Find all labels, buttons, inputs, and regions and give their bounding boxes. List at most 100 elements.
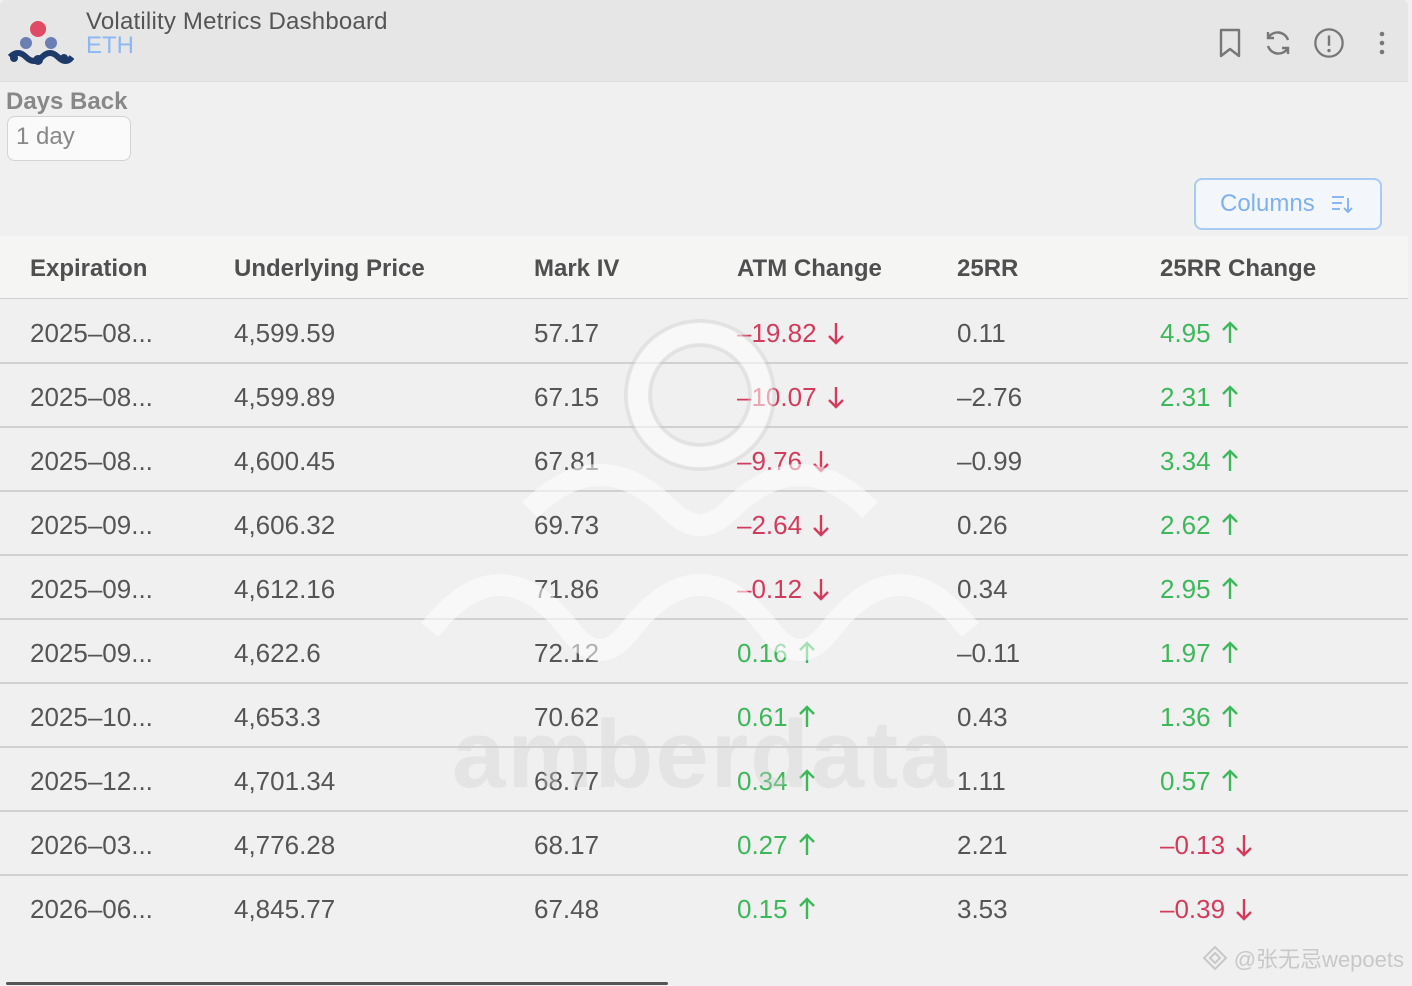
cell-expiration: 2025–08... [30, 382, 153, 412]
cell-expiration: 2025–08... [30, 318, 153, 348]
arrow-down-icon [1225, 830, 1253, 860]
atm-change-value: –2.64 [737, 510, 803, 540]
cell-atm-change: 0.16 [737, 638, 816, 669]
bookmark-icon[interactable] [1214, 26, 1246, 60]
cell-25rr-change: 0.57 [1160, 766, 1239, 797]
cell-25rr-change: 1.97 [1160, 638, 1239, 669]
cell-25rr-change: 2.31 [1160, 382, 1239, 413]
column-header-mark-iv[interactable]: Mark IV [534, 255, 620, 282]
cell-25rr-change: 2.62 [1160, 510, 1239, 541]
arrow-up-icon [788, 894, 816, 924]
atm-change-value: –19.82 [737, 318, 817, 348]
cell-expiration: 2025–08... [30, 446, 153, 476]
refresh-icon[interactable] [1262, 26, 1294, 60]
column-header-25rr[interactable]: 25RR [957, 255, 1019, 282]
table-row[interactable]: 2025–10... 4,653.3 70.62 0.61 0.43 1.36 [0, 684, 1408, 748]
cell-25rr-change: 4.95 [1160, 318, 1239, 349]
table-row[interactable]: 2025–08... 4,599.59 57.17 –19.82 0.11 4.95 [0, 300, 1408, 364]
horizontal-scrollbar[interactable] [6, 982, 668, 985]
cell-underlying-price: 4,600.45 [234, 446, 336, 476]
25rr-change-value: 3.34 [1160, 446, 1211, 476]
table-row[interactable]: 2025–09... 4,612.16 71.86 –0.12 0.34 2.95 [0, 556, 1408, 620]
25rr-change-value: –0.13 [1160, 830, 1226, 860]
arrow-up-icon [1211, 638, 1239, 668]
cell-underlying-price: 4,845.77 [234, 894, 336, 924]
cell-underlying-price: 4,653.3 [234, 702, 321, 732]
atm-change-value: 0.34 [737, 766, 788, 796]
arrow-up-icon [1211, 510, 1239, 540]
info-icon[interactable] [1313, 26, 1345, 60]
column-header-atm-change[interactable]: ATM Change [737, 255, 882, 282]
table-header: Expiration Underlying Price Mark IV ATM … [0, 236, 1408, 299]
days-back-select[interactable]: 1 day [7, 116, 131, 161]
atm-change-value: 0.16 [737, 638, 788, 668]
cell-expiration: 2025–12... [30, 766, 153, 796]
table-row[interactable]: 2026–06... 4,845.77 67.48 0.15 3.53 –0.39 [0, 876, 1408, 940]
cell-expiration: 2025–10... [30, 702, 153, 732]
atm-change-value: –0.12 [737, 574, 803, 604]
more-icon[interactable] [1366, 26, 1398, 60]
cell-atm-change: –9.76 [737, 446, 830, 477]
app-header: Volatility Metrics Dashboard ETH [0, 0, 1408, 82]
cell-expiration: 2025–09... [30, 638, 153, 668]
cell-25rr-change: –0.13 [1160, 830, 1253, 861]
cell-mark-iv: 67.15 [534, 382, 600, 412]
cell-25rr: –0.99 [957, 446, 1023, 476]
table-row[interactable]: 2025–08... 4,600.45 67.81 –9.76 –0.99 3.34 [0, 428, 1408, 492]
cell-25rr: 0.11 [957, 318, 1006, 348]
table-row[interactable]: 2026–03... 4,776.28 68.17 0.27 2.21 –0.13 [0, 812, 1408, 876]
cell-underlying-price: 4,599.59 [234, 318, 336, 348]
cell-underlying-price: 4,701.34 [234, 766, 336, 796]
cell-mark-iv: 71.86 [534, 574, 600, 604]
25rr-change-value: –0.39 [1160, 894, 1226, 924]
cell-mark-iv: 72.12 [534, 638, 600, 668]
table-row[interactable]: 2025–12... 4,701.34 68.77 0.34 1.11 0.57 [0, 748, 1408, 812]
cell-underlying-price: 4,622.6 [234, 638, 321, 668]
atm-change-value: –10.07 [737, 382, 817, 412]
cell-atm-change: 0.15 [737, 894, 816, 925]
arrow-down-icon [802, 510, 830, 540]
footer-watermark-text: @张无忌wepoets [1233, 947, 1404, 972]
atm-change-value: 0.15 [737, 894, 788, 924]
arrow-up-icon [1211, 318, 1239, 348]
cell-25rr: –2.76 [957, 382, 1023, 412]
25rr-change-value: 1.97 [1160, 638, 1211, 668]
atm-change-value: 0.27 [737, 830, 788, 860]
cell-expiration: 2025–09... [30, 510, 153, 540]
cell-expiration: 2025–09... [30, 574, 153, 604]
25rr-change-value: 4.95 [1160, 318, 1211, 348]
cell-mark-iv: 68.17 [534, 830, 600, 860]
arrow-down-icon [802, 574, 830, 604]
arrow-up-icon [1211, 382, 1239, 412]
columns-button[interactable]: Columns [1194, 178, 1382, 230]
25rr-change-value: 2.95 [1160, 574, 1211, 604]
arrow-down-icon [802, 446, 830, 476]
atm-change-value: –9.76 [737, 446, 803, 476]
column-header-25rr-change[interactable]: 25RR Change [1160, 255, 1317, 282]
footer-watermark: @张无忌wepoets [1202, 942, 1404, 974]
cell-25rr: 0.34 [957, 574, 1008, 604]
column-header-underlying-price[interactable]: Underlying Price [234, 255, 425, 282]
cell-underlying-price: 4,776.28 [234, 830, 336, 860]
arrow-up-icon [788, 638, 816, 668]
table-row[interactable]: 2025–09... 4,622.6 72.12 0.16 –0.11 1.97 [0, 620, 1408, 684]
cell-underlying-price: 4,599.89 [234, 382, 336, 412]
25rr-change-value: 2.62 [1160, 510, 1211, 540]
columns-button-label: Columns [1220, 190, 1315, 217]
column-sort-icon [1331, 196, 1353, 214]
25rr-change-value: 1.36 [1160, 702, 1211, 732]
cell-mark-iv: 67.48 [534, 894, 600, 924]
days-back-label: Days Back [6, 88, 128, 115]
column-header-expiration[interactable]: Expiration [30, 255, 148, 282]
table-row[interactable]: 2025–09... 4,606.32 69.73 –2.64 0.26 2.62 [0, 492, 1408, 556]
cell-25rr-change: 2.95 [1160, 574, 1239, 605]
cell-mark-iv: 68.77 [534, 766, 600, 796]
cell-underlying-price: 4,612.16 [234, 574, 336, 604]
25rr-change-value: 0.57 [1160, 766, 1211, 796]
arrow-up-icon [1211, 766, 1239, 796]
diamond-icon [1202, 945, 1228, 971]
cell-atm-change: 0.34 [737, 766, 816, 797]
arrow-up-icon [1211, 702, 1239, 732]
table-row[interactable]: 2025–08... 4,599.89 67.15 –10.07 –2.76 2.31 [0, 364, 1408, 428]
atm-change-value: 0.61 [737, 702, 788, 732]
